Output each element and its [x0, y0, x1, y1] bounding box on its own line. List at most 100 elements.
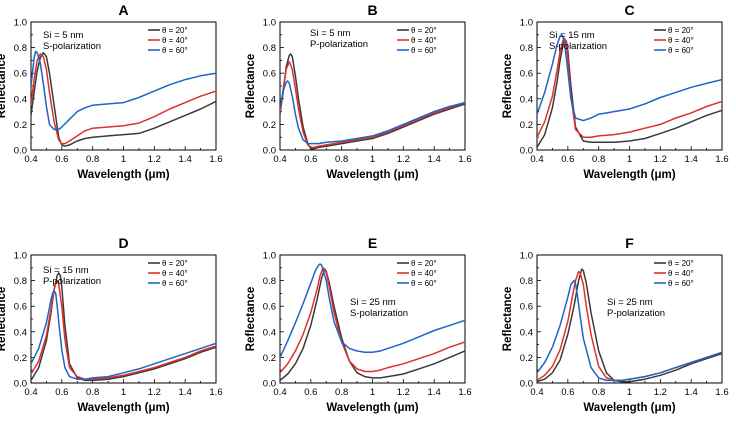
- x-tick-label: 1.4: [179, 154, 192, 165]
- panel-annotation: S-polarization: [350, 308, 408, 319]
- legend-label: θ = 40°: [411, 269, 437, 278]
- chart-panel-b: B 0.4 0.6 0.8 1 1.2 1.4 1.6 0.0 0.2 0.4 0.6 0.8 1.0 Wa…: [245, 2, 472, 181]
- x-tick-label: 1: [121, 154, 126, 165]
- chart-panel-a: A 0.4 0.6 0.8 1 1.2 1.4 1.6 0.0 0.2 0.4 0.6 0.8 1.0 Wa…: [0, 2, 223, 181]
- legend-label: θ = 20°: [668, 26, 694, 35]
- y-tick-label: 0.2: [14, 353, 27, 364]
- x-tick-label: 1.2: [148, 154, 161, 165]
- panel-annotation: P-polarization: [310, 39, 368, 50]
- x-tick-label: 0.6: [561, 154, 574, 165]
- x-tick-label: 0.4: [24, 154, 37, 165]
- series-line-theta-20: [280, 268, 465, 382]
- chart-panel-d: D 0.4 0.6 0.8 1 1.2 1.4 1.6 0.0 0.2 0.4 0.6 0.8 1.0 Wa…: [0, 235, 223, 414]
- y-tick-label: 0.8: [520, 276, 533, 287]
- chart-panel-f: F 0.4 0.6 0.8 1 1.2 1.4 1.6 0.0 0.2 0.4 0.6 0.8 1.0 Wa…: [502, 235, 729, 414]
- panel-annotation: Si = 15 nm: [549, 30, 595, 41]
- x-tick-label: 0.4: [530, 154, 543, 165]
- y-tick-label: 0.8: [263, 276, 276, 287]
- x-tick-label: 1.4: [428, 387, 441, 398]
- legend-label: θ = 20°: [668, 259, 694, 268]
- chart-panel-c: C 0.4 0.6 0.8 1 1.2 1.4 1.6 0.0 0.2 0.4 0.6 0.8 1.0 Wa…: [502, 2, 729, 181]
- y-tick-label: 0.6: [14, 69, 27, 80]
- legend-label: θ = 60°: [668, 279, 694, 288]
- y-axis-title: Reflectance: [502, 54, 514, 119]
- series-line-theta-20: [31, 51, 216, 147]
- y-tick-label: 0.4: [263, 94, 276, 105]
- series-line-theta-40: [537, 37, 722, 138]
- x-tick-label: 1: [370, 387, 375, 398]
- series-line-theta-20: [280, 53, 465, 150]
- x-tick-label: 0.4: [530, 387, 543, 398]
- y-axis-title: Reflectance: [245, 287, 257, 352]
- series-line-theta-60: [31, 50, 216, 131]
- panel-letter: B: [367, 2, 377, 18]
- y-tick-label: 0.6: [263, 302, 276, 313]
- x-tick-label: 0.6: [55, 387, 68, 398]
- series-line-theta-60: [280, 263, 465, 359]
- legend-label: θ = 40°: [162, 36, 188, 45]
- panel-annotation: Si = 5 nm: [43, 30, 83, 41]
- y-tick-label: 0.0: [520, 379, 533, 390]
- x-axis-title: Wavelength (μm): [583, 402, 675, 414]
- panel-letter: A: [118, 2, 128, 18]
- series-line-theta-40: [31, 53, 216, 145]
- series-line-theta-60: [537, 279, 722, 382]
- x-axis-title: Wavelength (μm): [326, 402, 418, 414]
- x-tick-label: 1.2: [654, 154, 667, 165]
- legend-label: θ = 60°: [411, 46, 437, 55]
- x-tick-label: 0.6: [561, 387, 574, 398]
- x-axis-title: Wavelength (μm): [326, 169, 418, 181]
- x-tick-label: 1.2: [397, 154, 410, 165]
- y-axis-title: Reflectance: [0, 287, 8, 352]
- chart-panel-e: E 0.4 0.6 0.8 1 1.2 1.4 1.6 0.0 0.2 0.4 0.6 0.8 1.0 Wa…: [245, 235, 472, 414]
- panel-letter: F: [625, 235, 634, 251]
- y-tick-label: 0.2: [263, 353, 276, 364]
- x-tick-label: 1.2: [148, 387, 161, 398]
- x-tick-label: 0.8: [592, 154, 605, 165]
- y-tick-label: 0.2: [520, 353, 533, 364]
- y-tick-label: 0.6: [14, 302, 27, 313]
- x-tick-label: 0.8: [86, 154, 99, 165]
- legend-label: θ = 40°: [411, 36, 437, 45]
- y-tick-label: 1.0: [263, 18, 276, 29]
- series-line-theta-40: [537, 270, 722, 382]
- y-tick-label: 0.8: [263, 43, 276, 54]
- y-tick-label: 0.4: [14, 94, 27, 105]
- x-tick-label: 0.6: [55, 154, 68, 165]
- y-tick-label: 1.0: [520, 18, 533, 29]
- panel-letter: C: [624, 2, 634, 18]
- x-tick-label: 1: [627, 387, 632, 398]
- legend-label: θ = 60°: [162, 46, 188, 55]
- y-tick-label: 0.8: [14, 276, 27, 287]
- y-tick-label: 1.0: [520, 251, 533, 262]
- legend-label: θ = 60°: [668, 46, 694, 55]
- legend-label: θ = 60°: [162, 279, 188, 288]
- x-axis-title: Wavelength (μm): [583, 169, 675, 181]
- x-tick-label: 0.4: [24, 387, 37, 398]
- y-tick-label: 0.0: [520, 146, 533, 157]
- x-tick-label: 0.8: [335, 154, 348, 165]
- x-tick-label: 1: [370, 154, 375, 165]
- x-tick-label: 1.4: [179, 387, 192, 398]
- x-tick-label: 0.8: [592, 387, 605, 398]
- plot-frame: [279, 21, 466, 151]
- y-tick-label: 1.0: [263, 251, 276, 262]
- y-tick-label: 0.4: [263, 327, 276, 338]
- x-tick-label: 1: [627, 154, 632, 165]
- panel-annotation: Si = 25 nm: [350, 297, 396, 308]
- series-line-theta-20: [537, 268, 722, 383]
- panel-annotation: P-polarization: [43, 276, 101, 287]
- legend-label: θ = 20°: [162, 26, 188, 35]
- x-tick-label: 1.4: [685, 154, 698, 165]
- x-tick-label: 1.2: [397, 387, 410, 398]
- x-tick-label: 0.4: [273, 387, 286, 398]
- y-tick-label: 0.0: [14, 379, 27, 390]
- y-tick-label: 0.0: [263, 146, 276, 157]
- y-tick-label: 0.8: [14, 43, 27, 54]
- series-line-theta-40: [280, 267, 465, 374]
- x-tick-label: 1.4: [685, 387, 698, 398]
- y-axis-title: Reflectance: [245, 54, 257, 119]
- panel-annotation: Si = 15 nm: [43, 265, 89, 276]
- y-tick-label: 0.2: [263, 120, 276, 131]
- x-tick-label: 0.6: [304, 154, 317, 165]
